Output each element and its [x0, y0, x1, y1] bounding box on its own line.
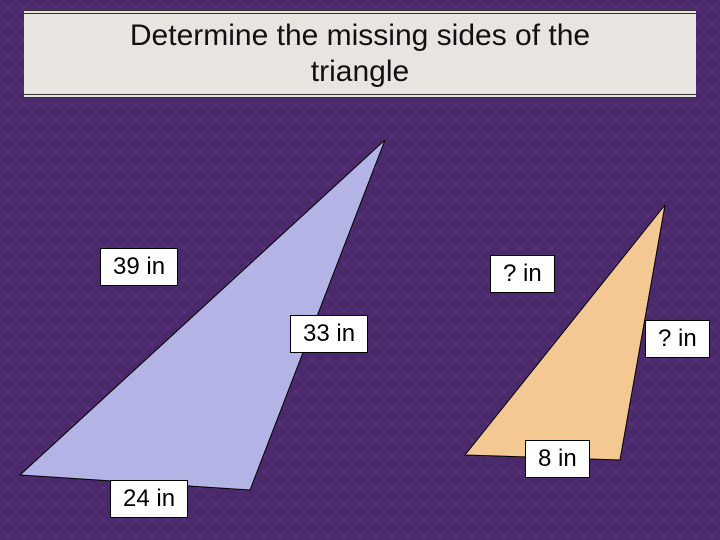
- label-left-side-a: 39 in: [100, 248, 178, 286]
- label-right-side-c: 8 in: [525, 440, 590, 478]
- label-left-side-b: 33 in: [290, 315, 368, 353]
- label-left-side-c: 24 in: [110, 480, 188, 518]
- label-right-side-a: ? in: [490, 255, 555, 293]
- label-right-side-b: ? in: [645, 320, 710, 358]
- triangle-right-polygon: [465, 205, 665, 460]
